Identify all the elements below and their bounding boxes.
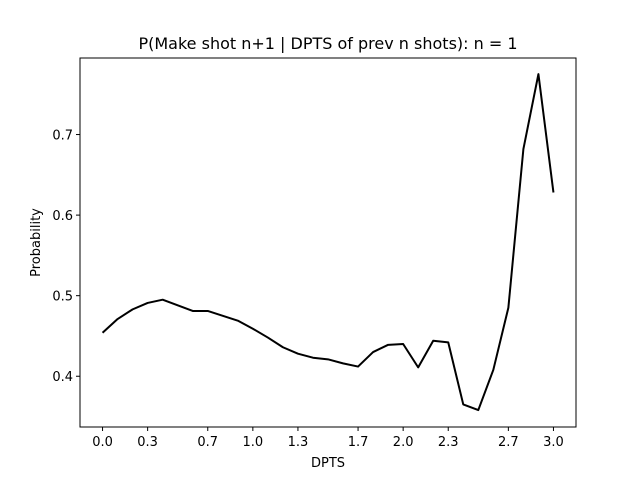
x-tick-label: 3.0 bbox=[543, 435, 564, 450]
x-tick-label: 0.0 bbox=[92, 435, 113, 450]
x-tick-label: 1.0 bbox=[243, 435, 264, 450]
plot-area bbox=[101, 73, 555, 412]
y-axis-label: Probability bbox=[29, 208, 44, 277]
x-tick-label: 2.0 bbox=[393, 435, 414, 450]
x-axis: 0.0 0.3 0.7 1.0 1.3 1.7 2.0 2.3 2.7 3.0 bbox=[92, 427, 564, 450]
y-tick-label: 0.4 bbox=[52, 370, 73, 385]
x-axis-label: DPTS bbox=[311, 456, 345, 471]
y-tick-label: 0.5 bbox=[52, 290, 73, 305]
y-axis: 0.4 0.5 0.6 0.7 bbox=[52, 129, 80, 385]
plot-frame bbox=[79, 57, 577, 428]
x-tick-label: 0.3 bbox=[137, 435, 158, 450]
y-tick-label: 0.6 bbox=[52, 209, 73, 224]
chart-title: P(Make shot n+1 | DPTS of prev n shots):… bbox=[138, 34, 517, 53]
x-tick-label: 1.7 bbox=[348, 435, 369, 450]
x-tick-label: 1.3 bbox=[288, 435, 309, 450]
y-tick-label: 0.7 bbox=[52, 129, 73, 144]
x-tick-label: 2.3 bbox=[438, 435, 459, 450]
x-tick-label: 0.7 bbox=[197, 435, 218, 450]
series-line bbox=[101, 73, 555, 412]
x-tick-label: 2.7 bbox=[498, 435, 519, 450]
